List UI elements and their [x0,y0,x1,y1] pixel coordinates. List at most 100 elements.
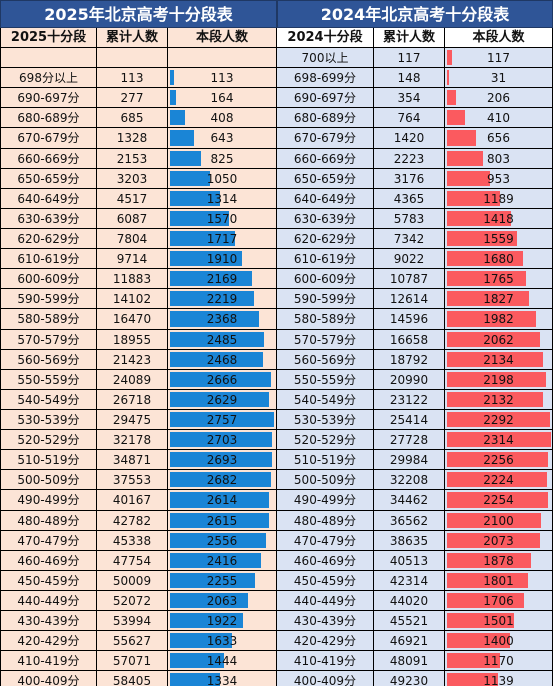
cumulative-cell: 32178 [97,430,168,451]
count-cell: 1570 [168,208,277,229]
table-row: 660-669分 2153 825 [0,148,277,169]
cumulative-cell: 9714 [97,249,168,270]
segment-cell: 520-529分 [0,430,97,451]
table-row: 410-419分 48091 1170 [277,651,553,672]
table-row: 580-589分 14596 1982 [277,309,553,330]
count-bar [170,613,243,629]
segment-cell: 650-659分 [277,168,374,189]
table-row: 570-579分 16658 2062 [277,329,553,350]
cumulative-cell: 2223 [374,148,445,169]
segment-cell: 660-669分 [277,148,374,169]
table-row: 540-549分 26718 2629 [0,389,277,410]
count-bar [170,291,254,307]
cumulative-cell: 29984 [374,450,445,471]
count-bar [170,452,272,468]
segment-cell: 690-697分 [277,88,374,109]
count-bar [170,633,232,649]
count-cell [168,48,277,69]
table-row: 510-519分 29984 2256 [277,450,553,471]
segment-cell: 610-619分 [277,249,374,270]
count-bar [170,331,264,347]
count-label: 1878 [483,553,514,568]
count-label: 2629 [206,392,238,407]
count-label: 2416 [206,553,238,568]
cumulative-cell: 685 [97,108,168,129]
cumulative-cell: 44020 [374,590,445,612]
count-cell: 2219 [168,289,277,310]
segment-cell: 480-489分 [0,510,97,531]
count-cell: 2485 [168,329,277,350]
count-cell: 2703 [168,430,277,451]
count-cell: 825 [168,148,277,169]
count-bar [170,130,195,146]
table-row: 670-679分 1328 643 [0,128,277,149]
count-bar [170,110,186,126]
count-label: 2757 [206,412,238,427]
cumulative-cell: 42314 [374,570,445,591]
count-label: 1444 [206,654,238,669]
table-row: 440-449分 44020 1706 [277,590,553,612]
count-label: 2198 [483,372,514,387]
segment-cell: 698分以上 [0,68,97,89]
count-bar [447,552,532,568]
segment-cell: 520-529分 [277,430,374,451]
segment-cell: 698-699分 [277,68,374,89]
count-cell: 1801 [445,570,553,591]
cumulative-cell: 45338 [97,530,168,551]
table-body-2024: 700以上 117 117 698-699分 148 31 690-697分 354 206 68… [277,48,553,686]
segment-cell: 400-409分 [0,671,97,686]
cumulative-cell: 113 [97,68,168,89]
count-label: 2314 [483,433,514,448]
count-label: 2134 [483,352,514,367]
cumulative-cell: 47754 [97,550,168,571]
count-bar [447,311,537,327]
cumulative-cell: 24089 [97,369,168,390]
count-bar [170,271,252,287]
segment-cell: 560-569分 [0,349,97,370]
cumulative-cell: 46921 [374,631,445,652]
count-bar [447,592,524,609]
cumulative-cell: 18955 [97,329,168,350]
table-row: 700以上 117 117 [277,48,553,69]
segment-cell: 540-549分 [277,389,374,410]
count-cell: 2255 [168,570,277,591]
count-label: 117 [487,51,510,65]
table-header-2024: 2024十分段 累计人数 本段人数 [277,28,553,48]
table-row: 470-479分 38635 2073 [277,530,553,551]
segment-cell: 440-449分 [277,590,374,612]
cumulative-cell: 14102 [97,289,168,310]
count-bar [447,331,540,347]
count-bar [447,472,547,488]
cumulative-cell: 3203 [97,168,168,189]
count-label: 1501 [483,614,514,629]
table-row: 540-549分 23122 2132 [277,389,553,410]
segment-cell: 650-659分 [0,168,97,189]
count-cell: 2314 [445,430,553,451]
segment-cell: 620-629分 [277,228,374,250]
table-row: 530-539分 29475 2757 [0,409,277,431]
cumulative-cell: 4365 [374,188,445,209]
segment-cell: 440-449分 [0,590,97,612]
segment-cell: 430-439分 [277,611,374,632]
count-label: 1050 [206,171,238,186]
count-cell: 1334 [168,671,277,686]
count-label: 1922 [206,614,238,629]
count-label: 1334 [206,674,238,686]
count-cell: 2468 [168,349,277,370]
table-row: 680-689分 685 408 [0,108,277,129]
count-label: 825 [210,151,234,166]
segment-cell: 530-539分 [277,409,374,431]
table-body-2025: 698分以上 113 113 690-697分 277 164 680-689分 685 408… [0,48,277,686]
table-row: 510-519分 34871 2693 [0,450,277,471]
table-row: 400-409分 49230 1139 [277,671,553,686]
count-cell: 164 [168,88,277,109]
table-row: 420-429分 46921 1400 [277,631,553,652]
count-cell: 2134 [445,349,553,370]
count-cell: 2198 [445,369,553,390]
cumulative-cell: 34462 [374,490,445,511]
cumulative-cell: 5783 [374,208,445,229]
count-label: 2693 [206,453,238,468]
count-label: 2063 [206,593,238,608]
segment-cell: 470-479分 [277,530,374,551]
count-cell: 1878 [445,550,553,571]
